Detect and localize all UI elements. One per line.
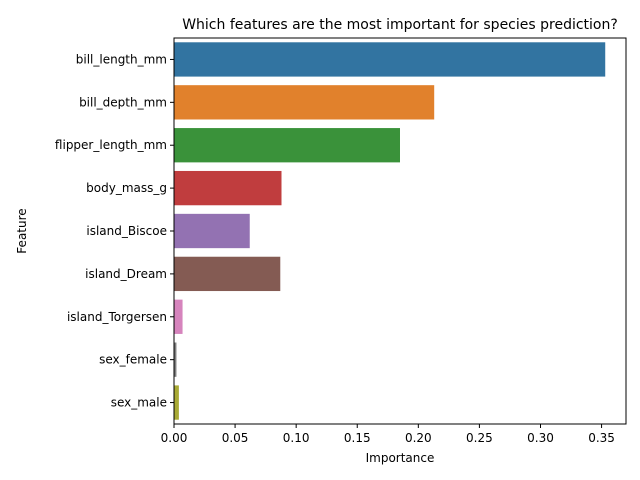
x-tick-label: 0.00 xyxy=(161,431,188,445)
bar-island-Torgersen xyxy=(174,299,183,334)
y-tick-label: island_Torgersen xyxy=(67,310,167,324)
y-tick-label: island_Dream xyxy=(85,267,167,281)
bar-sex-female xyxy=(174,342,177,377)
x-tick-label: 0.30 xyxy=(527,431,554,445)
bar-body-mass-g xyxy=(174,170,282,206)
x-tick-label: 0.15 xyxy=(344,431,371,445)
x-tick-label: 0.35 xyxy=(588,431,615,445)
x-tick-label: 0.05 xyxy=(222,431,249,445)
y-axis-ticks: bill_length_mm bill_depth_mm flipper_lengt… xyxy=(55,52,174,410)
bar-bill-length-mm xyxy=(174,42,606,77)
y-tick-label: island_Biscoe xyxy=(86,224,167,238)
x-axis-label: Importance xyxy=(366,451,435,465)
y-tick-label: body_mass_g xyxy=(86,181,167,195)
bar-flipper-length-mm xyxy=(174,128,400,163)
bars-group xyxy=(174,42,606,420)
x-tick-label: 0.20 xyxy=(405,431,432,445)
bar-bill-depth-mm xyxy=(174,85,435,120)
x-tick-label: 0.25 xyxy=(466,431,493,445)
y-tick-label: bill_depth_mm xyxy=(79,95,167,109)
bar-island-Dream xyxy=(174,256,281,292)
plot-frame xyxy=(173,37,627,425)
y-axis-label: Feature xyxy=(15,208,29,253)
y-tick-label: flipper_length_mm xyxy=(55,138,167,152)
bar-sex-male xyxy=(174,385,179,420)
y-tick-label: sex_female xyxy=(99,353,167,367)
x-tick-label: 0.10 xyxy=(283,431,310,445)
chart-title: Which features are the most important fo… xyxy=(182,17,618,33)
bar-island-Biscoe xyxy=(174,213,250,249)
y-tick-label: bill_length_mm xyxy=(76,52,167,66)
y-tick-label: sex_male xyxy=(111,396,167,410)
x-axis-ticks: 0.00 0.05 0.10 0.15 0.20 0.25 0.30 0.35 xyxy=(161,424,615,445)
